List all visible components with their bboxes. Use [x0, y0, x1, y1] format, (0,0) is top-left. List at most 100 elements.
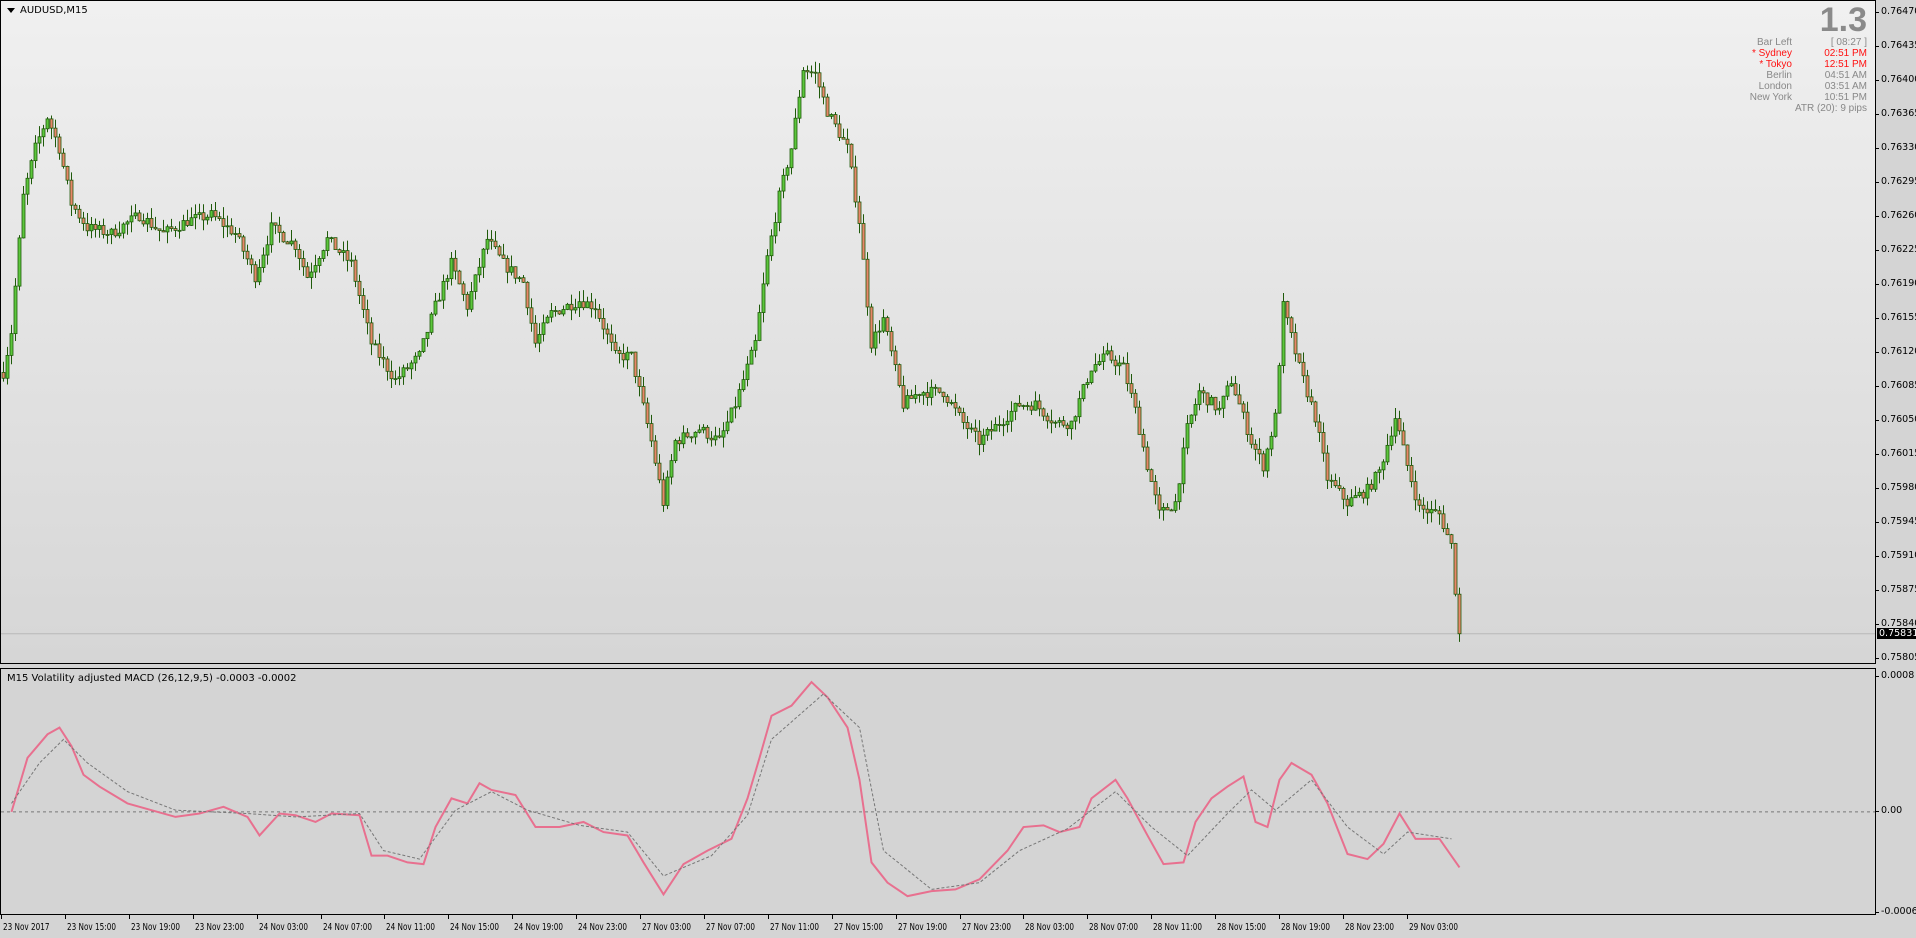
candle: [449, 251, 454, 286]
candle: [813, 61, 818, 84]
candle: [785, 164, 790, 181]
candle: [1289, 316, 1294, 338]
time-tick: [831, 915, 833, 919]
candle: [37, 126, 42, 154]
candle: [1397, 410, 1402, 435]
info-row-name: Berlin: [1766, 70, 1792, 81]
candle: [1085, 378, 1090, 389]
candle: [557, 310, 562, 315]
candle: [97, 220, 102, 238]
candle: [1381, 459, 1386, 480]
candle: [1225, 380, 1230, 401]
candle: [1129, 373, 1134, 398]
candle: [13, 278, 18, 342]
candle: [213, 201, 218, 221]
candle: [1309, 389, 1314, 405]
candle: [1041, 407, 1046, 421]
candle: [341, 241, 346, 262]
current-price-label: 0.75831: [1877, 627, 1916, 639]
candle: [109, 227, 114, 245]
candle: [9, 324, 14, 365]
candle: [693, 431, 698, 445]
candle: [1349, 489, 1354, 508]
candle: [729, 407, 734, 424]
candle: [313, 254, 318, 278]
candle: [1201, 386, 1206, 403]
candle: [857, 195, 862, 234]
candle: [965, 415, 970, 439]
candle: [185, 209, 190, 227]
candle: [1033, 391, 1038, 411]
candle: [361, 288, 366, 318]
candle: [1453, 542, 1458, 597]
candle: [161, 219, 166, 233]
candle: [701, 424, 706, 434]
candle: [445, 274, 450, 290]
spread-value: 1.3: [1819, 1, 1867, 39]
candle: [865, 252, 870, 316]
candle: [457, 269, 462, 285]
candle: [233, 227, 238, 243]
candle: [157, 228, 162, 242]
candle: [861, 214, 866, 260]
candle: [1049, 409, 1054, 434]
candle: [689, 436, 694, 443]
candle: [373, 339, 378, 346]
candle: [1253, 439, 1258, 461]
candle: [969, 423, 974, 433]
candle: [873, 324, 878, 356]
candle: [1261, 450, 1266, 477]
candle: [453, 250, 458, 280]
candle: [733, 396, 738, 419]
candle: [541, 314, 546, 342]
info-row-value: 10:51 PM: [1824, 92, 1867, 103]
candle: [1285, 300, 1290, 325]
candle: [569, 294, 574, 321]
candle: [817, 63, 822, 99]
candle: [1213, 396, 1218, 416]
candle: [1169, 508, 1174, 512]
candle: [1281, 292, 1286, 374]
time-tick: [256, 915, 258, 919]
candle: [949, 399, 954, 406]
candle: [1125, 352, 1130, 392]
price-tick-label: 0.76365: [1875, 109, 1916, 119]
candle: [553, 306, 558, 317]
time-tick-label: 24 Nov 23:00: [578, 922, 628, 933]
candle: [525, 281, 530, 316]
candle: [901, 375, 906, 413]
candle: [285, 240, 290, 245]
candle: [1113, 355, 1118, 376]
candle: [681, 425, 686, 449]
candle: [997, 415, 1002, 432]
candle: [1421, 497, 1426, 519]
price-tick-label: 0.75945: [1875, 517, 1916, 527]
candle: [1425, 501, 1430, 524]
candle: [289, 230, 294, 247]
candle: [509, 255, 514, 276]
time-tick: [1406, 915, 1408, 919]
candle: [853, 155, 858, 208]
price-tick-label: 0.76015: [1875, 449, 1916, 459]
candle: [1197, 383, 1202, 411]
candle: [869, 303, 874, 353]
macd-indicator-panel[interactable]: M15 Volatility adjusted MACD (26,12,9,5)…: [0, 668, 1876, 915]
candle: [593, 298, 598, 319]
candle: [493, 231, 498, 249]
candle: [637, 369, 642, 397]
candle: [1193, 398, 1198, 422]
candle: [1385, 433, 1390, 466]
info-row: Bar Left [ 08:27 ]: [1717, 37, 1867, 48]
dropdown-triangle-icon[interactable]: [7, 8, 15, 13]
time-tick: [1151, 915, 1153, 919]
candle: [1373, 471, 1378, 492]
candle: [757, 304, 762, 342]
price-chart-panel[interactable]: AUDUSD,M15 1.3 Bar Left[ 08:27 ] * Sydney…: [0, 0, 1876, 664]
candle: [673, 438, 678, 464]
candle: [929, 379, 934, 406]
candle: [129, 205, 134, 233]
